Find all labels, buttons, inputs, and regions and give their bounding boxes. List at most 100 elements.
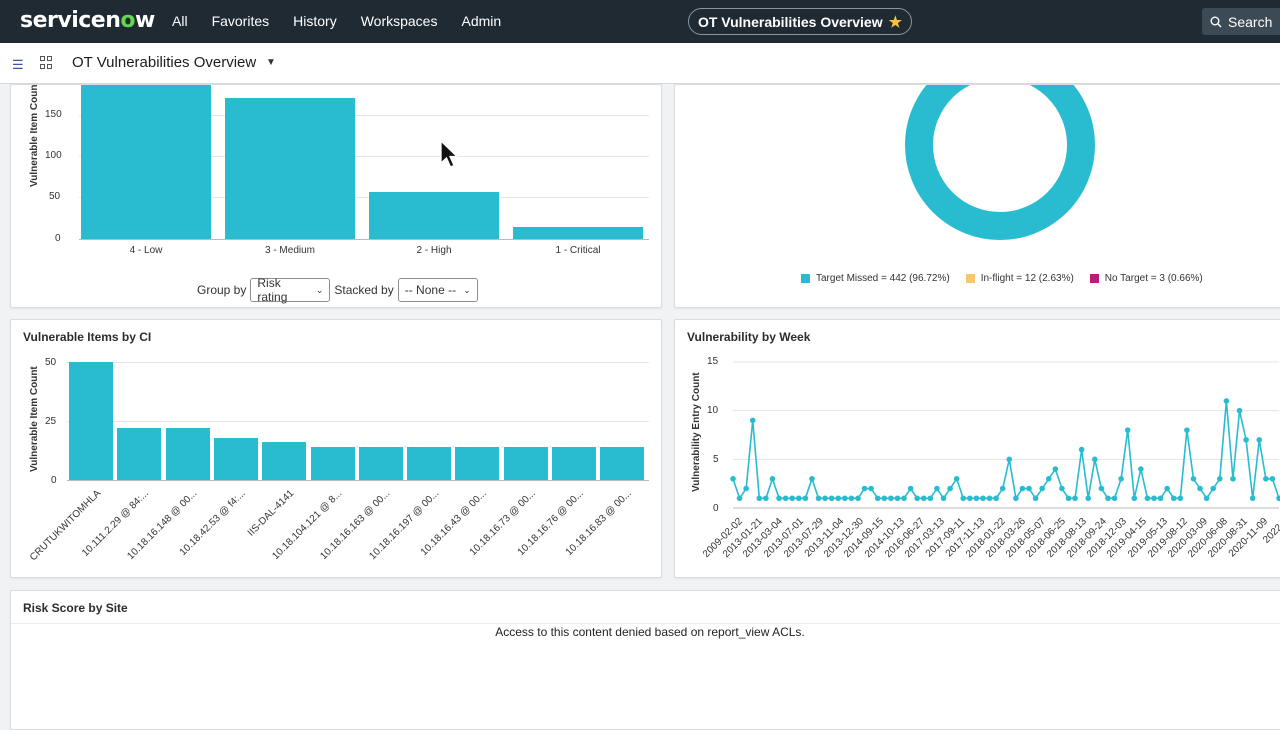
week-data-point[interactable] (934, 485, 940, 492)
week-data-point[interactable] (835, 495, 842, 502)
week-data-point[interactable] (914, 495, 920, 502)
ci-bar[interactable] (117, 428, 162, 480)
week-data-point[interactable] (874, 495, 881, 502)
week-data-point[interactable] (881, 495, 888, 502)
week-data-point[interactable] (1032, 495, 1039, 502)
legend-item[interactable]: In-flight = 12 (2.63%) (965, 273, 1074, 284)
legend-item[interactable]: Target Missed = 442 (96.72%) (801, 273, 950, 284)
week-data-point[interactable] (1230, 476, 1236, 482)
week-data-point[interactable] (1210, 485, 1217, 492)
week-data-point[interactable] (861, 485, 868, 492)
ci-bar[interactable] (358, 446, 403, 480)
week-data-point[interactable] (1269, 476, 1276, 482)
star-icon[interactable]: ★ (888, 13, 903, 31)
week-data-point[interactable] (1131, 495, 1138, 502)
risk-bar[interactable] (369, 192, 499, 239)
week-data-point[interactable] (953, 476, 960, 482)
ci-bar[interactable] (600, 446, 645, 480)
ci-bar[interactable] (310, 446, 355, 480)
week-data-point[interactable] (736, 495, 743, 502)
week-data-point[interactable] (795, 495, 802, 502)
week-data-point[interactable] (815, 495, 822, 502)
week-data-point[interactable] (749, 417, 756, 424)
week-data-point[interactable] (743, 485, 749, 492)
week-data-point[interactable] (1157, 495, 1164, 502)
week-data-point[interactable] (888, 495, 894, 502)
week-data-point[interactable] (1243, 437, 1249, 443)
stacked-by-select[interactable]: -- None -- ⌄ (397, 278, 478, 302)
week-data-point[interactable] (828, 495, 835, 502)
dashboard-title-pill[interactable]: OT Vulnerabilities Overview ★ (688, 8, 912, 35)
week-data-point[interactable] (1013, 495, 1019, 502)
week-data-point[interactable] (1190, 476, 1197, 482)
ci-bar[interactable] (407, 446, 452, 480)
donut-ring[interactable] (905, 85, 1095, 240)
week-data-point[interactable] (809, 476, 815, 482)
week-data-point[interactable] (1144, 495, 1151, 502)
week-data-point[interactable] (1164, 485, 1170, 492)
search-button[interactable]: Search (1202, 8, 1280, 35)
week-data-point[interactable] (1263, 476, 1269, 482)
week-data-point[interactable] (1203, 495, 1210, 502)
week-data-point[interactable] (960, 495, 967, 502)
week-data-point[interactable] (782, 495, 789, 502)
hamburger-menu-icon[interactable]: ☰ (12, 57, 24, 72)
week-data-point[interactable] (822, 495, 828, 502)
week-data-point[interactable] (999, 485, 1006, 492)
week-data-point[interactable] (1216, 476, 1223, 482)
week-data-point[interactable] (776, 495, 782, 502)
week-data-point[interactable] (1026, 485, 1032, 492)
week-data-point[interactable] (1249, 495, 1256, 502)
week-data-point[interactable] (1124, 427, 1131, 433)
week-data-point[interactable] (920, 495, 927, 502)
week-data-point[interactable] (842, 495, 848, 502)
ci-bar[interactable] (165, 428, 210, 480)
week-data-point[interactable] (940, 495, 947, 502)
week-data-point[interactable] (927, 495, 934, 502)
week-data-point[interactable] (868, 485, 874, 492)
week-data-point[interactable] (1078, 446, 1085, 453)
week-data-point[interactable] (769, 476, 776, 482)
ci-bar[interactable] (69, 362, 113, 480)
week-data-point[interactable] (1039, 485, 1045, 492)
week-data-point[interactable] (1151, 495, 1157, 502)
week-data-point[interactable] (993, 495, 999, 502)
week-data-point[interactable] (973, 495, 980, 502)
ci-bar[interactable] (262, 442, 307, 480)
week-data-point[interactable] (1006, 456, 1013, 463)
ci-bar[interactable] (503, 446, 548, 480)
risk-bar[interactable] (81, 85, 211, 239)
risk-bar[interactable] (225, 98, 355, 239)
ci-bar[interactable] (552, 446, 596, 480)
servicenow-logo[interactable]: servicenow (20, 8, 155, 33)
week-data-point[interactable] (1276, 495, 1280, 502)
week-data-point[interactable] (1105, 495, 1111, 502)
week-data-point[interactable] (1111, 495, 1118, 502)
week-data-point[interactable] (1256, 437, 1263, 443)
week-data-point[interactable] (730, 476, 736, 482)
nav-history[interactable]: History (293, 13, 337, 29)
week-data-point[interactable] (1019, 485, 1026, 492)
week-data-point[interactable] (1092, 456, 1098, 463)
week-data-point[interactable] (947, 485, 953, 492)
nav-favorites[interactable]: Favorites (211, 13, 270, 29)
week-data-point[interactable] (1085, 495, 1092, 502)
week-data-point[interactable] (894, 495, 901, 502)
week-data-point[interactable] (967, 495, 973, 502)
week-data-point[interactable] (1197, 485, 1203, 492)
risk-bar[interactable] (513, 226, 643, 239)
week-data-point[interactable] (855, 495, 861, 502)
week-data-point[interactable] (1059, 485, 1065, 492)
nav-all[interactable]: All (172, 13, 188, 29)
week-data-point[interactable] (1072, 495, 1078, 502)
group-by-select[interactable]: Risk rating ⌄ (250, 276, 331, 304)
week-data-point[interactable] (901, 495, 907, 502)
chevron-down-icon[interactable]: ▼ (266, 57, 276, 68)
week-data-point[interactable] (980, 495, 986, 502)
week-data-point[interactable] (756, 495, 763, 502)
week-data-point[interactable] (1223, 398, 1230, 404)
nav-admin[interactable]: Admin (461, 13, 502, 29)
week-data-point[interactable] (1098, 485, 1105, 492)
week-data-point[interactable] (802, 495, 809, 502)
week-data-point[interactable] (1236, 407, 1243, 414)
